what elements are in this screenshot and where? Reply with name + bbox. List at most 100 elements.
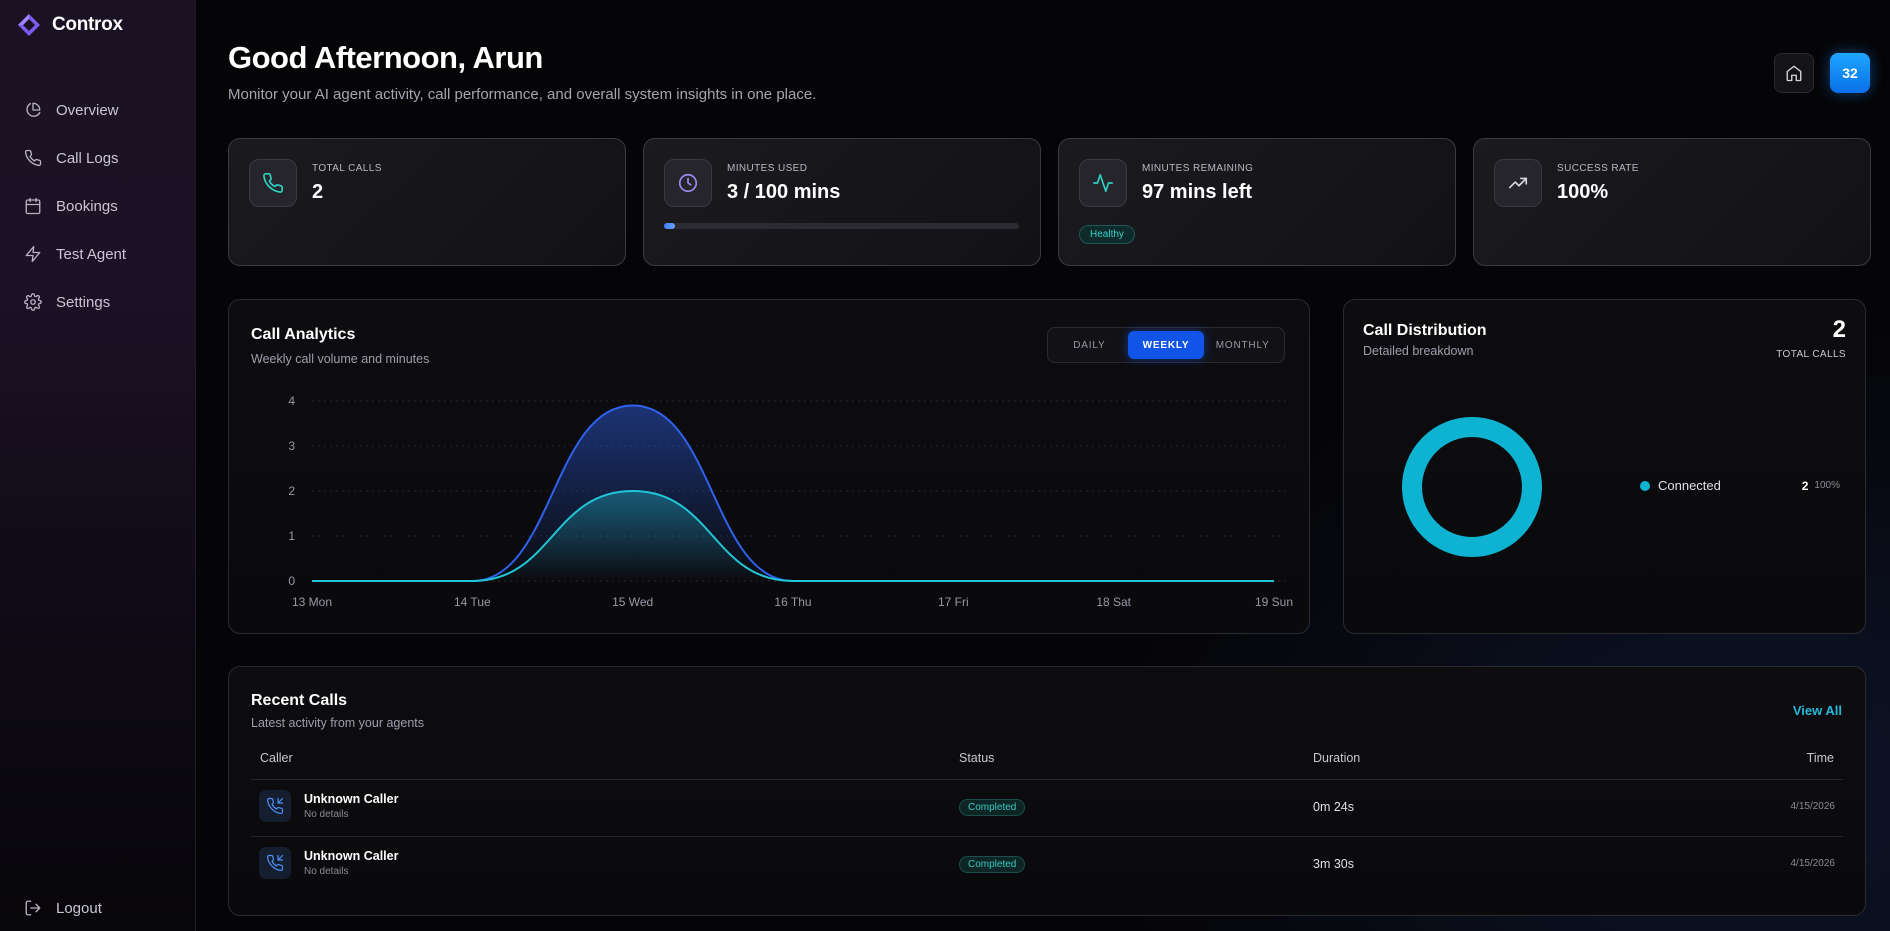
series-area-0	[312, 405, 1274, 581]
clock-icon	[678, 173, 698, 193]
sidebar-item-label: Overview	[56, 101, 119, 119]
stat-value: 100%	[1557, 181, 1609, 203]
stat-value: 97 mins left	[1142, 181, 1253, 203]
call-distribution-panel: Call Distribution Detailed breakdown 2 T…	[1343, 299, 1866, 634]
table-row[interactable]: Unknown Caller No details Completed 0m 2…	[251, 779, 1843, 836]
series-line-0[interactable]	[312, 404, 1274, 583]
call-time: 4/15/2026	[1790, 801, 1836, 812]
recent-subtitle: Latest activity from your agents	[251, 716, 424, 730]
call-analytics-panel: 0 1 2 3 4 13 Mon 14 Tue 15 Wed 16 Thu 17 Fri 18 Sa…	[228, 299, 1310, 634]
distribution-total: 2	[1832, 316, 1846, 343]
stat-label: SUCCESS RATE	[1557, 163, 1639, 174]
sidebar-item-label: Test Agent	[56, 245, 127, 263]
phone-icon	[263, 173, 283, 193]
progress-fill	[664, 223, 675, 229]
stat-card-success-rate: SUCCESS RATE 100%	[1473, 138, 1871, 266]
logout-button[interactable]: Logout	[0, 884, 102, 931]
legend-item-connected: Connected 2 100%	[1640, 478, 1840, 493]
stat-icon-wrap	[1079, 159, 1127, 207]
main-content: Good Afternoon, Arun Monitor your AI age…	[196, 0, 1890, 931]
recent-calls-panel: Recent Calls Latest activity from your a…	[228, 666, 1866, 916]
sidebar-item-settings[interactable]: Settings	[0, 278, 196, 326]
sidebar-item-overview[interactable]: Overview	[0, 86, 196, 134]
home-icon	[1786, 65, 1802, 82]
sidebar-item-test-agent[interactable]: Test Agent	[0, 230, 196, 278]
brand[interactable]: Controx	[16, 12, 123, 38]
call-duration: 3m 30s	[1313, 857, 1354, 871]
column-header-duration[interactable]: Duration	[1313, 751, 1361, 765]
logout-label: Logout	[56, 899, 102, 917]
brand-logo-icon	[18, 14, 40, 36]
home-button[interactable]	[1774, 53, 1814, 93]
avatar[interactable]: 32	[1830, 53, 1870, 93]
legend-dot	[1640, 480, 1650, 491]
stats-row: TOTAL CALLS 2 MINUTES USED 3 / 100 mins …	[228, 138, 1871, 266]
brand-name: Controx	[52, 14, 123, 35]
y-tick-label: 3	[288, 439, 295, 453]
distribution-subtitle: Detailed breakdown	[1363, 344, 1474, 358]
caller-name: Unknown Caller	[304, 849, 399, 863]
tab-daily[interactable]: DAILY	[1073, 339, 1106, 351]
x-tick-label: 19 Sun	[1255, 595, 1293, 609]
column-header-caller[interactable]: Caller	[260, 751, 293, 765]
analytics-subtitle: Weekly call volume and minutes	[251, 352, 430, 366]
gear-icon	[24, 293, 42, 311]
stat-icon-wrap	[1494, 159, 1542, 207]
distribution-title: Call Distribution	[1363, 322, 1487, 339]
stat-label: MINUTES REMAINING	[1142, 163, 1254, 174]
status-badge: Healthy	[1079, 225, 1135, 244]
y-tick-label: 0	[288, 574, 295, 588]
zap-icon	[25, 245, 41, 263]
stat-card-total-calls: TOTAL CALLS 2	[228, 138, 626, 266]
incoming-call-icon-wrap	[259, 790, 291, 822]
sidebar-item-label: Call Logs	[56, 149, 119, 167]
analytics-title: Call Analytics	[251, 326, 356, 343]
donut-segment-connected[interactable]	[1402, 417, 1542, 557]
stat-value: 3 / 100 mins	[727, 181, 841, 203]
distribution-donut	[1402, 417, 1542, 557]
x-tick-label: 13 Mon	[292, 595, 332, 609]
view-all-link[interactable]: View All	[1792, 703, 1842, 718]
stat-label: MINUTES USED	[727, 163, 808, 174]
x-tick-label: 16 Thu	[774, 595, 811, 609]
y-tick-label: 1	[288, 529, 295, 543]
call-time: 4/15/2026	[1790, 858, 1836, 869]
call-analytics-chart: 0 1 2 3 4 13 Mon 14 Tue 15 Wed 16 Thu 17 Fri 18 Sa…	[288, 394, 1293, 609]
x-tick-label: 15 Wed	[612, 595, 653, 609]
caller-details: No details	[304, 809, 349, 820]
series-line-1[interactable]	[312, 489, 1274, 583]
stat-icon-wrap	[249, 159, 297, 207]
call-duration: 0m 24s	[1313, 800, 1354, 814]
recent-title: Recent Calls	[251, 692, 348, 709]
caller-details: No details	[304, 866, 349, 877]
top-actions: 32	[1774, 53, 1870, 93]
stat-card-minutes-used: MINUTES USED 3 / 100 mins	[643, 138, 1041, 266]
table-row[interactable]: Unknown Caller No details Completed 3m 3…	[251, 836, 1843, 893]
pie-chart-icon	[26, 102, 41, 117]
calendar-icon	[25, 197, 41, 215]
caller-name: Unknown Caller	[304, 792, 399, 806]
page-subtitle: Monitor your AI agent activity, call per…	[228, 86, 817, 103]
tab-monthly[interactable]: MONTHLY	[1215, 339, 1270, 351]
series-area-1	[312, 491, 1274, 581]
x-tick-label: 18 Sat	[1096, 595, 1131, 609]
sidebar-item-bookings[interactable]: Bookings	[0, 182, 196, 230]
trending-up-icon	[1508, 177, 1528, 189]
sidebar-nav: Overview Call Logs Bookings Test Agent S…	[0, 86, 196, 326]
sidebar-item-call-logs[interactable]: Call Logs	[0, 134, 196, 182]
logout-icon	[25, 900, 41, 916]
stat-card-minutes-remaining: MINUTES REMAINING 97 mins left Healthy	[1058, 138, 1456, 266]
column-header-time[interactable]: Time	[1806, 751, 1834, 765]
phone-incoming-icon	[266, 854, 284, 872]
minutes-progress-bar	[664, 223, 1019, 229]
x-tick-label: 14 Tue	[454, 595, 491, 609]
sidebar-item-label: Settings	[56, 293, 111, 311]
tab-weekly[interactable]: WEEKLY	[1127, 331, 1205, 359]
status-badge: Completed	[959, 856, 1026, 873]
x-tick-label: 17 Fri	[938, 595, 969, 609]
legend-label: Connected	[1658, 478, 1721, 493]
stat-label: TOTAL CALLS	[312, 163, 382, 174]
activity-icon	[1093, 173, 1113, 193]
column-header-status[interactable]: Status	[959, 751, 995, 765]
